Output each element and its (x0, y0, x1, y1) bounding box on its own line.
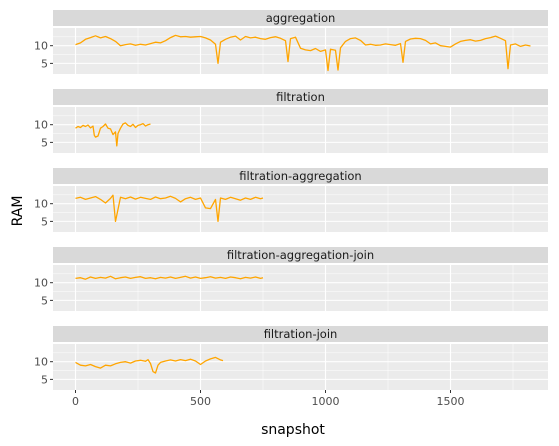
x-tick-label: 1500 (437, 395, 465, 408)
y-tick-label: 5 (41, 215, 48, 228)
series-line-filtration-aggregation-join (75, 275, 264, 280)
series-line-aggregation (75, 34, 531, 72)
panel-background (53, 28, 548, 74)
x-tick-label: 0 (72, 395, 79, 408)
y-tick-label: 10 (34, 119, 48, 132)
y-tick-label: 5 (41, 57, 48, 70)
panel-background (53, 186, 548, 232)
y-tick-label: 10 (34, 198, 48, 211)
panel-background (53, 265, 548, 311)
x-axis: 0 500 1000 1500 (72, 390, 465, 408)
y-tick-label: 10 (34, 277, 48, 290)
y-tick-label: 5 (41, 373, 48, 386)
facet-strip (53, 10, 548, 26)
y-tick-label: 10 (34, 356, 48, 369)
facet-strip (53, 168, 548, 184)
facet-strip-label: filtration-aggregation-join (227, 248, 374, 262)
panel-background (53, 107, 548, 153)
facet-strip-label: filtration-aggregation (239, 169, 361, 183)
facet-aggregation: aggregation 5 10 (34, 10, 548, 74)
y-tick-label: 10 (34, 40, 48, 53)
facet-filtration-aggregation-join: filtration-aggregation-join 5 10 (34, 247, 548, 311)
x-axis-title: snapshot (261, 422, 325, 438)
series-line-filtration (75, 122, 151, 147)
facet-strip-label: aggregation (266, 11, 336, 25)
facet-strip (53, 326, 548, 342)
y-tick-label: 5 (41, 136, 48, 149)
facet-filtration-aggregation: filtration-aggregation 5 10 (34, 168, 548, 232)
y-axis-title: RAM (10, 196, 26, 227)
panel-background (53, 344, 548, 390)
series-line-filtration-join (75, 356, 224, 374)
x-tick-label: 1000 (312, 395, 340, 408)
facet-filtration: filtration 5 10 (34, 89, 548, 153)
chart-panels: aggregation510filtration510filtration-ag… (34, 10, 548, 408)
x-tick-label: 500 (190, 395, 211, 408)
facet-filtration-join: filtration-join 5 10 (34, 326, 548, 390)
facet-strip-label: filtration (276, 90, 325, 104)
facet-strip (53, 247, 548, 263)
series-line-filtration-aggregation (75, 194, 264, 223)
y-tick-label: 5 (41, 294, 48, 307)
facet-strip-label: filtration-join (264, 327, 338, 341)
facet-strip (53, 89, 548, 105)
